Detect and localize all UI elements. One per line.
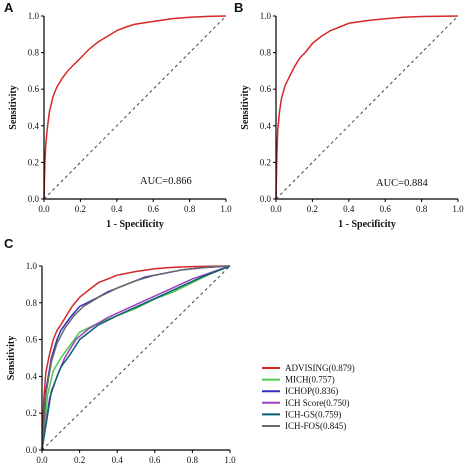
y-tick-label: 0.6 [26,335,38,345]
x-tick-label: 0.6 [380,204,392,214]
y-axis-label: Sensitivity [6,336,17,380]
legend-label: MICH(0.757) [285,375,335,385]
x-tick-label: 1.0 [452,204,464,214]
x-tick-label: 0.6 [148,204,160,214]
roc-curve-1 [275,15,459,200]
x-tick-label: 0.4 [343,204,355,214]
x-tick-label: 0.0 [270,204,282,214]
x-tick-label: 0.8 [416,204,428,214]
x-tick-label: 0.8 [187,455,199,465]
roc-curve-5 [41,265,231,451]
auc-annotation: AUC=0.866 [140,176,192,187]
y-axis-label: Sensitivity [240,85,251,129]
x-tick-label: 0.6 [149,455,161,465]
y-tick-label: 0.4 [260,121,272,131]
x-tick-label: 0.2 [75,204,86,214]
y-tick-label: 0.6 [28,84,40,94]
roc-curve-6 [41,265,231,451]
y-tick-label: 0.4 [26,371,38,381]
x-axis-label: 1 - Specificity [338,219,396,230]
legend-label: ICH Score(0.750) [285,398,350,408]
y-tick-label: 1.0 [26,261,38,271]
legend-label: ICHOP(0.836) [285,386,338,396]
x-tick-label: 0.2 [307,204,318,214]
x-tick-label: 0.8 [184,204,196,214]
y-tick-label: 0.0 [28,194,40,204]
y-tick-label: 0.0 [26,445,38,455]
x-tick-label: 1.0 [220,204,232,214]
y-tick-label: 0.0 [260,194,272,204]
panel-letter: C [4,236,14,251]
x-tick-label: 1.0 [224,455,236,465]
legend-label: ADVISING(0.879) [285,363,355,373]
reference-diagonal-line [275,15,459,200]
y-tick-label: 0.4 [28,121,40,131]
x-tick-label: 0.0 [38,204,50,214]
panel-letter: B [234,0,243,15]
legend-label: ICH-GS(0.759) [285,409,341,419]
y-axis-label: Sensitivity [8,85,19,129]
roc-panel-b: B 0.0 0.2 0.4 0.6 0.8 1.0 0.0 0.2 0.4 0.6 0.8 1.0 1 -… [234,0,464,230]
roc-curve-2 [41,265,231,451]
y-tick-label: 0.8 [26,298,38,308]
y-tick-label: 1.0 [260,11,272,21]
legend-label: ICH-FOS(0.845) [285,421,346,431]
reference-diagonal-line [41,265,231,451]
roc-panel-a: A 0.0 0.2 0.4 0.6 0.8 1.0 0.0 0.2 0.4 0.6 0.8 1.0 1 -… [4,0,232,230]
y-tick-label: 0.2 [260,157,271,167]
x-tick-label: 0.2 [74,455,85,465]
panel-letter: A [4,0,14,15]
y-tick-label: 0.8 [260,48,272,58]
y-tick-label: 0.8 [28,48,40,58]
y-tick-label: 0.6 [260,84,272,94]
reference-diagonal-line [43,15,227,200]
auc-annotation: AUC=0.884 [376,178,428,189]
x-axis-label: 1 - Specificity [106,219,164,230]
x-tick-label: 0.0 [36,455,48,465]
x-tick-label: 0.4 [111,204,123,214]
y-tick-label: 1.0 [28,11,40,21]
x-tick-label: 0.4 [112,455,124,465]
roc-curve-1 [41,265,231,451]
roc-curve-1 [43,15,227,200]
roc-panel-c: C 0.0 0.2 0.4 0.6 0.8 1.0 0.0 0.2 0.4 0.6 0.8 1.0 Sen… [4,236,355,465]
y-tick-label: 0.2 [28,157,39,167]
y-tick-label: 0.2 [26,408,37,418]
